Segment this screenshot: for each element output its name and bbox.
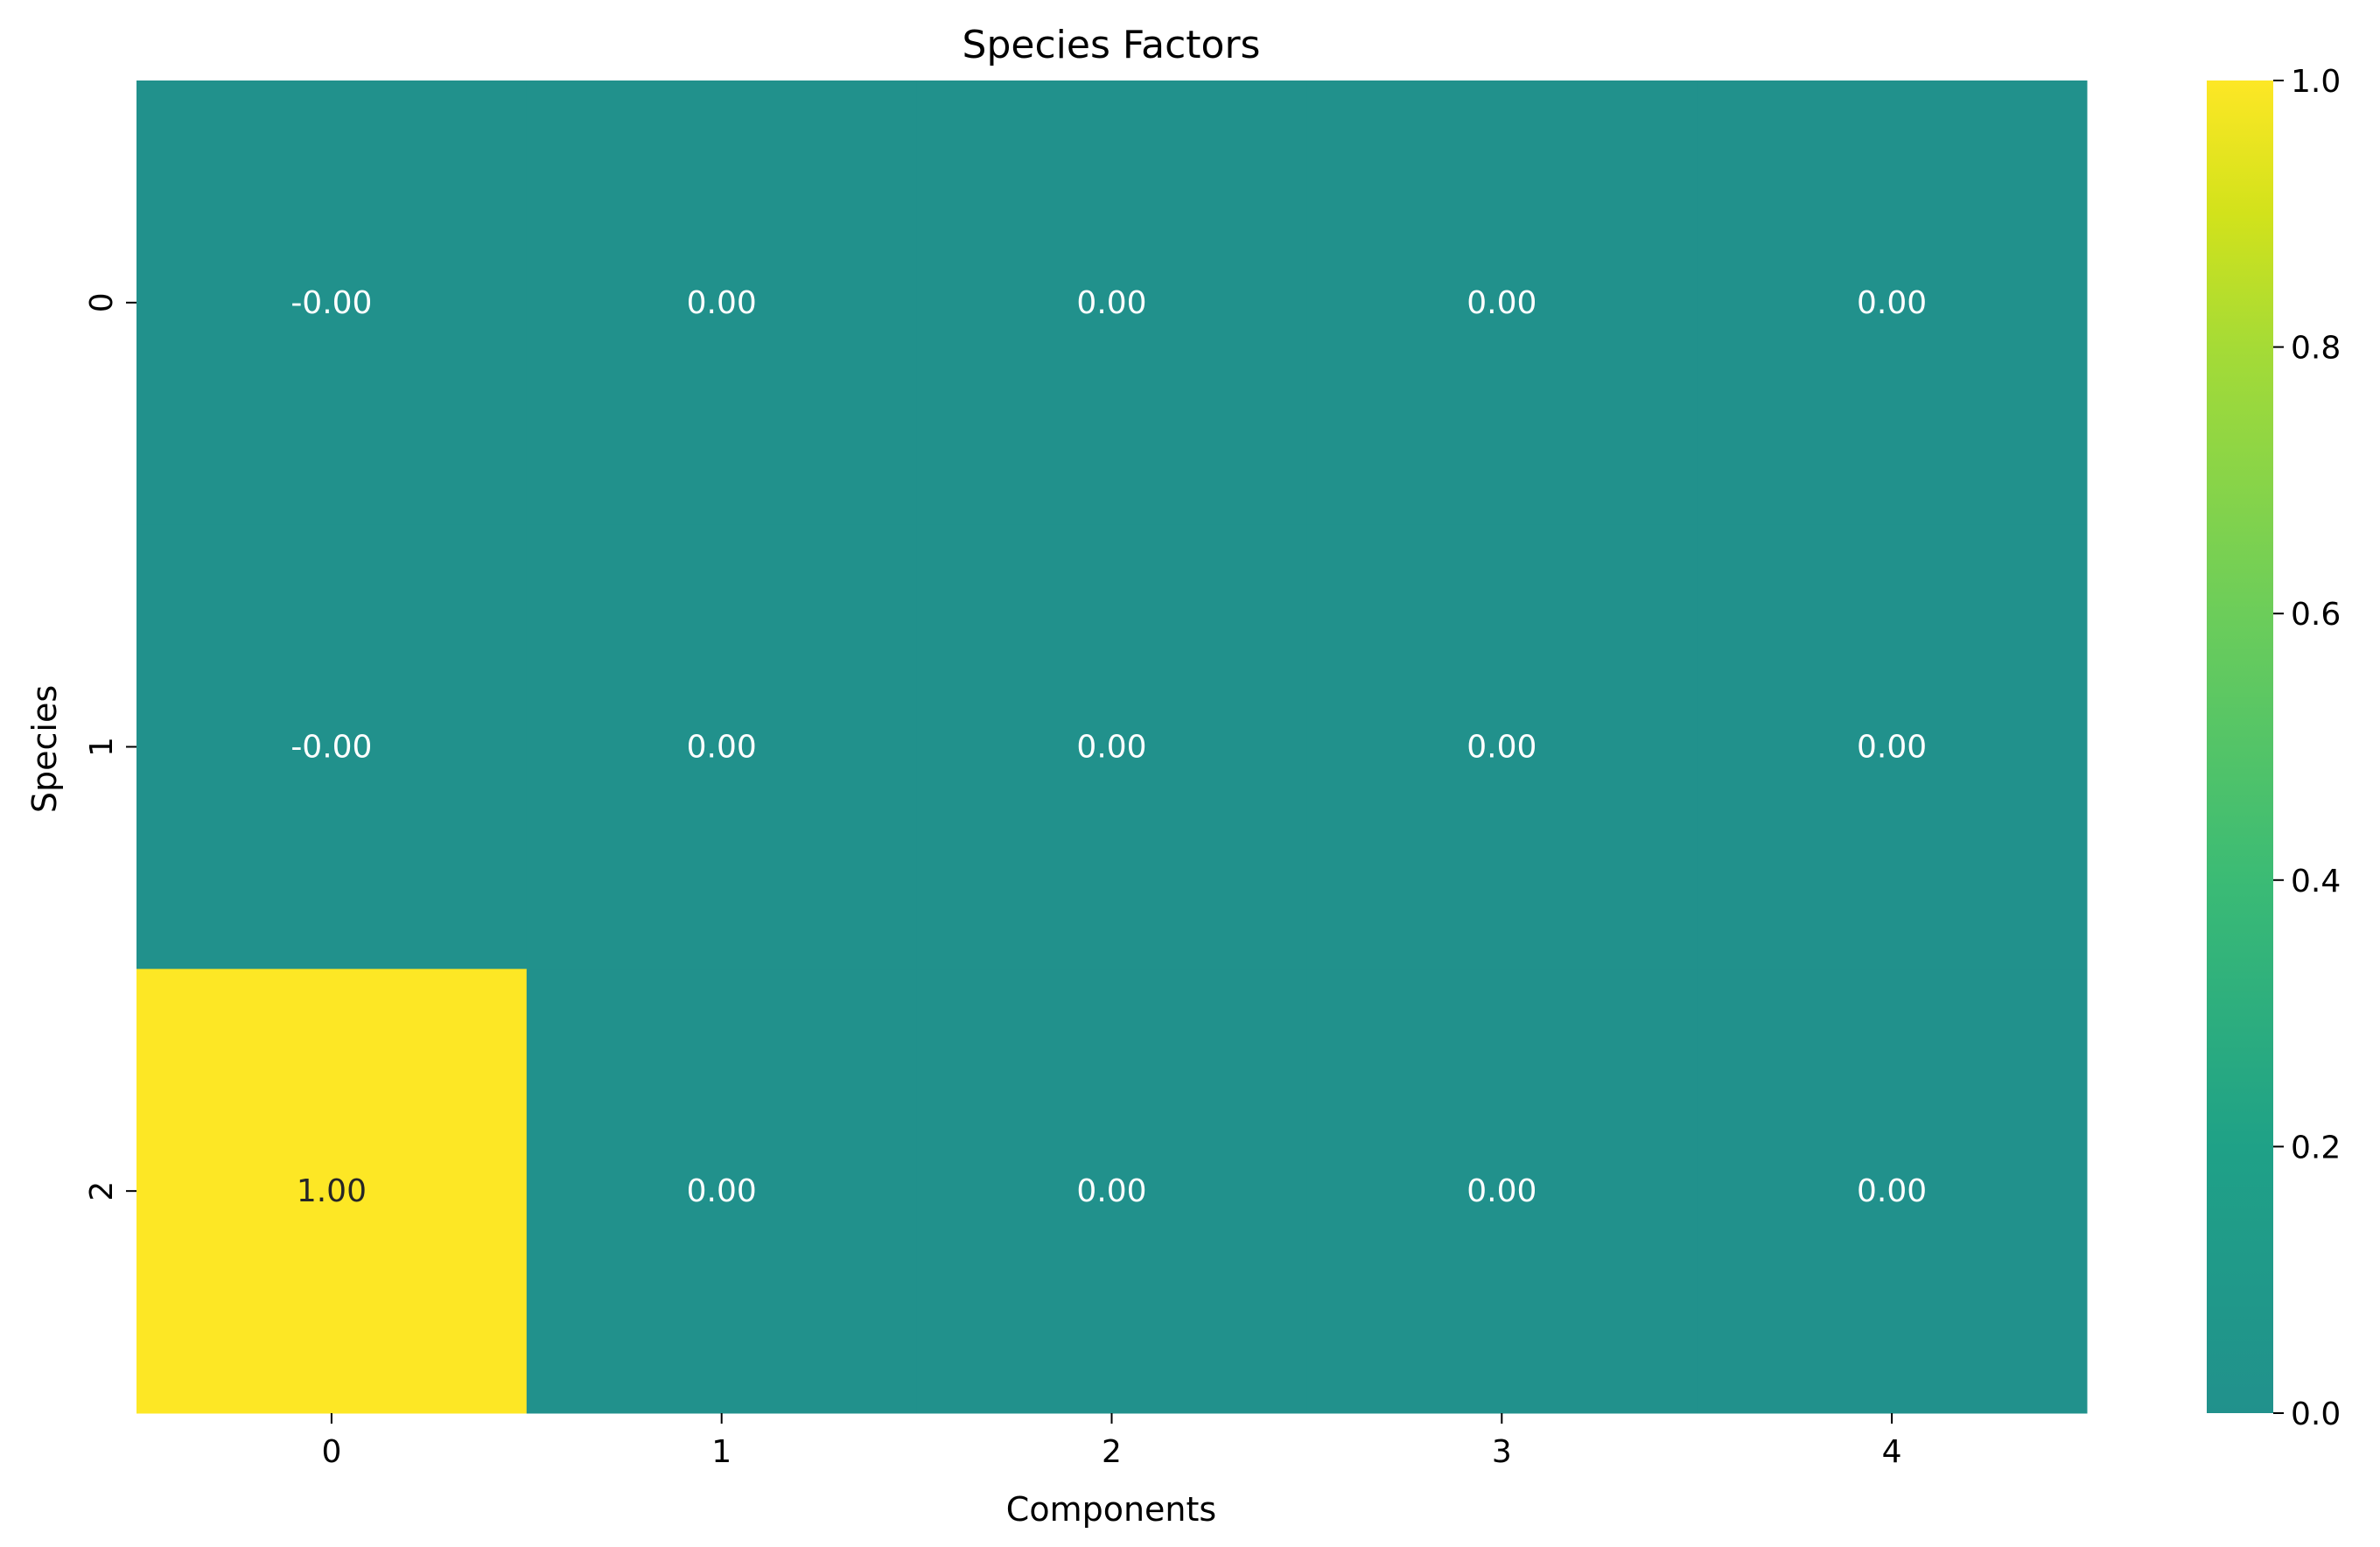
x-tick-label: 3 xyxy=(1492,1434,1512,1470)
heatmap-cells xyxy=(136,80,2088,1414)
cell-value-label: 1.00 xyxy=(297,1173,367,1209)
y-tick-label: 2 xyxy=(84,1181,120,1201)
cell-value-label: 0.00 xyxy=(1076,730,1146,766)
colorbar-tick-label: 0.2 xyxy=(2291,1130,2341,1166)
colorbar-tick-label: 0.0 xyxy=(2291,1396,2341,1432)
x-axis-label: Components xyxy=(1006,1490,1216,1529)
colorbar-tick-label: 0.6 xyxy=(2291,597,2341,633)
heatmap-cell-r0-c2 xyxy=(916,80,1307,526)
heatmap-cell-r2-c0 xyxy=(136,969,528,1414)
x-tick-label: 2 xyxy=(1102,1434,1122,1470)
cell-value-label: 0.00 xyxy=(1466,1173,1536,1209)
heatmap-cell-r2-c4 xyxy=(1697,969,2088,1414)
colorbar: 0.0 0.2 0.4 0.6 0.8 1.0 xyxy=(2207,64,2341,1432)
heatmap-cell-r2-c2 xyxy=(916,969,1307,1414)
heatmap-cell-r1-c1 xyxy=(526,524,918,970)
cell-value-label: 0.00 xyxy=(687,285,757,321)
cell-value-label: 0.00 xyxy=(1857,730,1927,766)
cell-value-label: 0.00 xyxy=(1857,285,1927,321)
colorbar-tick-label: 0.4 xyxy=(2291,864,2341,900)
cell-value-label: 0.00 xyxy=(1857,1173,1927,1209)
y-axis: 0 1 2 xyxy=(84,292,136,1201)
y-tick-label: 1 xyxy=(84,737,120,757)
cell-value-label: 0.00 xyxy=(687,1173,757,1209)
cell-value-label: 0.00 xyxy=(1076,285,1146,321)
cell-value-label: -0.00 xyxy=(290,285,372,321)
heatmap-cell-r1-c4 xyxy=(1697,524,2088,970)
heatmap-cell-r1-c3 xyxy=(1306,524,1698,970)
heatmap-cell-r0-c3 xyxy=(1306,80,1698,526)
cell-value-label: 0.00 xyxy=(1466,730,1536,766)
heatmap-cell-r0-c0 xyxy=(136,80,528,526)
cell-value-label: 0.00 xyxy=(687,730,757,766)
heatmap-cell-labels: -0.00 0.00 0.00 0.00 0.00 -0.00 0.00 0.00 0.00 0.… xyxy=(290,285,1927,1209)
heatmap-cell-r0-c4 xyxy=(1697,80,2088,526)
heatmap-cell-r1-c2 xyxy=(916,524,1307,970)
x-tick-label: 4 xyxy=(1882,1434,1902,1470)
heatmap-cell-r1-c0 xyxy=(136,524,528,970)
cell-value-label: 0.00 xyxy=(1076,1173,1146,1209)
x-tick-label: 1 xyxy=(711,1434,732,1470)
x-tick-label: 0 xyxy=(321,1434,341,1470)
x-axis: 0 1 2 3 4 xyxy=(321,1413,1902,1470)
y-tick-label: 0 xyxy=(84,292,120,312)
y-axis-label: Species xyxy=(25,685,64,813)
cell-value-label: -0.00 xyxy=(290,730,372,766)
colorbar-tick-label: 0.8 xyxy=(2291,331,2341,367)
colorbar-gradient xyxy=(2207,80,2273,1413)
chart-title: Species Factors xyxy=(962,23,1261,67)
colorbar-tick-label: 1.0 xyxy=(2291,64,2341,100)
heatmap-cell-r0-c1 xyxy=(526,80,918,526)
heatmap-cell-r2-c1 xyxy=(526,969,918,1414)
cell-value-label: 0.00 xyxy=(1466,285,1536,321)
heatmap-cell-r2-c3 xyxy=(1306,969,1698,1414)
